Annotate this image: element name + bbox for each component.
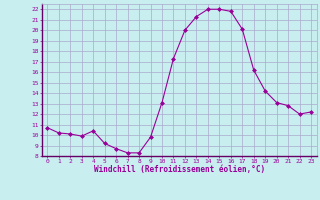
X-axis label: Windchill (Refroidissement éolien,°C): Windchill (Refroidissement éolien,°C): [94, 165, 265, 174]
